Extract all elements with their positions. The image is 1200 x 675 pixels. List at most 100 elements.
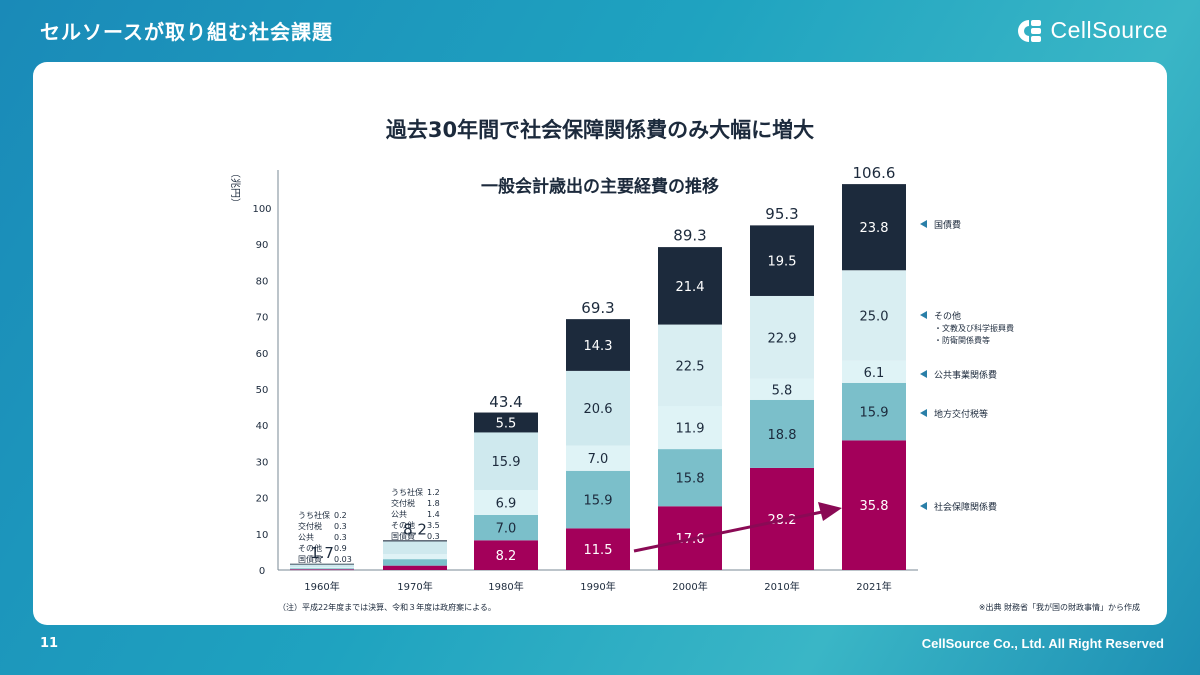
y-tick-label: 60 — [256, 349, 269, 360]
y-tick-label: 10 — [256, 530, 269, 541]
bar-value-label: 15.9 — [492, 455, 521, 470]
x-tick-label: 1960年 — [304, 580, 339, 593]
bar-value-label: 5.8 — [772, 383, 793, 398]
bar-segment-national_debt — [658, 247, 722, 325]
breakdown-label: 公共 — [391, 510, 407, 519]
breakdown-value: 3.5 — [427, 521, 440, 530]
x-tick-label: 1980年 — [488, 580, 523, 593]
x-tick-label: 2010年 — [764, 580, 799, 593]
bar-segment-public_works — [474, 489, 538, 515]
bar-value-label: 18.8 — [768, 428, 797, 443]
breakdown-label: うち社保 — [298, 510, 330, 520]
legend-marker-icon — [920, 370, 927, 378]
bar-total-label: 43.4 — [489, 393, 522, 411]
breakdown-label: 交付税 — [391, 498, 415, 508]
bar-segment-other — [842, 270, 906, 361]
breakdown-label: その他 — [298, 543, 322, 553]
trend-arrow-line — [633, 510, 823, 553]
bar-total-label: 1.7 — [310, 544, 334, 562]
bar-segment-other — [750, 295, 814, 379]
breakdown-value: 0.03 — [334, 555, 352, 564]
bar-value-label: 11.9 — [676, 422, 705, 437]
breakdown-label: その他 — [391, 520, 415, 530]
bar-segment-national_debt — [383, 540, 447, 542]
bar-value-label: 20.6 — [584, 402, 613, 417]
y-tick-label: 100 — [252, 204, 271, 215]
bar-segment-national_debt — [566, 319, 630, 371]
company-logo: CellSource — [1017, 17, 1169, 44]
legend-label: 国債費 — [934, 219, 961, 231]
bar-value-label: 25.0 — [860, 310, 889, 325]
bar-segment-public_works — [290, 567, 354, 569]
breakdown-value: 1.8 — [427, 499, 440, 508]
breakdown-value: 0.2 — [334, 511, 347, 520]
bar-segment-local_tax — [290, 568, 354, 570]
legend-label: 地方交付税等 — [934, 408, 988, 420]
bar-segment-social_security — [566, 528, 630, 570]
breakdown-value: 1.4 — [427, 510, 440, 519]
bar-total-label: 89.3 — [673, 227, 706, 245]
bar-segment-social_security — [842, 440, 906, 570]
legend-label: 公共事業関係費 — [934, 369, 997, 381]
cellsource-logo-icon — [1017, 19, 1041, 42]
bar-value-label: 11.5 — [584, 543, 613, 558]
bar-total-label: 69.3 — [581, 299, 614, 317]
main-title: 過去30年間で社会保障関係費のみ大幅に増大 — [386, 118, 814, 142]
bar-segment-other — [383, 541, 447, 555]
breakdown-label: 国債費 — [391, 531, 415, 541]
legend-label: 社会保障関係費 — [934, 501, 997, 513]
legend-label: その他 — [934, 310, 961, 322]
slide-title: セルソースが取り組む社会課題 — [40, 20, 333, 44]
bar-segment-local_tax — [566, 470, 630, 529]
bar-value-label: 7.0 — [496, 522, 517, 537]
bar-segment-local_tax — [474, 514, 538, 541]
y-tick-label: 50 — [256, 385, 269, 396]
bar-segment-public_works — [566, 445, 630, 471]
legend-sub-label: ・防衛関係費等 — [934, 335, 990, 345]
bar-segment-other — [658, 324, 722, 407]
bar-segment-public_works — [383, 554, 447, 560]
copyright: CellSource Co., Ltd. All Right Reserved — [921, 636, 1164, 651]
breakdown-label: 交付税 — [298, 521, 322, 531]
breakdown-label: うち社保 — [391, 487, 423, 497]
legend-marker-icon — [920, 409, 927, 417]
bar-segment-public_works — [842, 360, 906, 383]
legend-marker-icon — [920, 220, 927, 228]
chart-source: ※出典 財務省「我が国の財政事情」から作成 — [979, 602, 1140, 612]
bar-value-label: 19.5 — [768, 255, 797, 270]
breakdown-value: 0.3 — [427, 532, 440, 541]
bar-value-label: 23.8 — [860, 221, 889, 236]
y-tick-label: 90 — [256, 240, 269, 251]
bar-value-label: 5.5 — [496, 416, 517, 431]
bar-value-label: 15.9 — [860, 406, 889, 421]
breakdown-label: 公共 — [298, 533, 314, 542]
y-axis-label: （兆円） — [229, 168, 241, 208]
bar-segment-social_security — [383, 565, 447, 570]
y-tick-label: 0 — [259, 566, 265, 577]
breakdown-value: 0.9 — [334, 544, 347, 553]
bar-segment-local_tax — [658, 449, 722, 507]
bar-segment-public_works — [750, 378, 814, 400]
legend-marker-icon — [920, 311, 927, 319]
bar-segment-local_tax — [842, 382, 906, 441]
bar-value-label: 22.9 — [768, 331, 797, 346]
y-tick-label: 30 — [256, 457, 269, 468]
bar-segment-public_works — [658, 406, 722, 450]
bar-value-label: 15.8 — [676, 472, 705, 487]
bar-value-label: 8.2 — [496, 549, 517, 564]
chart-title: 一般会計歳出の主要経費の推移 — [481, 176, 719, 197]
bar-segment-national_debt — [842, 184, 906, 271]
bar-segment-national_debt — [750, 225, 814, 296]
bar-value-label: 15.9 — [584, 494, 613, 509]
bar-total-label: 8.2 — [403, 520, 427, 538]
bar-segment-local_tax — [750, 399, 814, 468]
bar-value-label: 35.8 — [860, 499, 889, 514]
y-tick-label: 40 — [256, 421, 269, 432]
breakdown-value: 1.2 — [427, 488, 440, 497]
chart-note: （注）平成22年度までは決算、令和３年度は政府案による。 — [278, 602, 496, 612]
x-tick-label: 2021年 — [856, 580, 891, 593]
bar-total-label: 106.6 — [853, 164, 896, 182]
trend-arrow-head — [818, 502, 842, 521]
breakdown-label: 国債費 — [298, 554, 322, 564]
